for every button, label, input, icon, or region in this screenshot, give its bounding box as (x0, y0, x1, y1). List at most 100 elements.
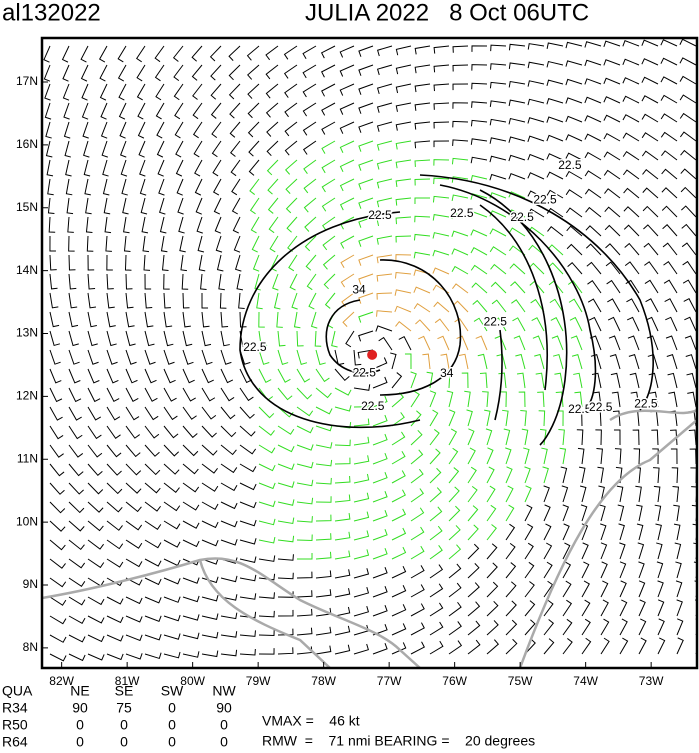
wind-barb (372, 566, 388, 579)
wind-barb (198, 254, 206, 272)
wind-barb (87, 482, 104, 495)
wind-barb (505, 542, 516, 560)
wind-barb (163, 633, 181, 640)
wind-barb (546, 97, 564, 105)
wind-barb (668, 391, 678, 408)
wind-barb (277, 425, 295, 435)
table-cell: NE (70, 683, 89, 699)
wind-barb (106, 349, 118, 365)
wind-barb (391, 546, 407, 560)
wind-barb (676, 618, 684, 636)
wind-barb (267, 178, 279, 195)
wind-barb (509, 263, 526, 275)
wind-barb (182, 425, 198, 439)
wind-barb (99, 83, 108, 101)
wind-barb (315, 551, 332, 560)
wind-barb (291, 292, 298, 310)
wind-barb (546, 42, 564, 49)
vmax: VMAX = 46 kt (262, 713, 360, 729)
wind-barb (182, 330, 193, 347)
wind-barb (182, 632, 200, 640)
wind-barb (49, 539, 66, 551)
wind-barb (159, 216, 167, 234)
wind-barb (454, 317, 469, 332)
wind-barb (566, 243, 583, 256)
wind-barb (467, 639, 481, 655)
wind-barb (372, 643, 388, 655)
wind-barb (196, 216, 203, 234)
wind-barb (358, 140, 374, 152)
wind-barb (62, 83, 70, 101)
wind-barb (211, 140, 222, 158)
wind-barb (125, 653, 143, 660)
wind-barb (353, 492, 370, 503)
wind-barb (68, 349, 80, 365)
wind-barb (138, 140, 146, 158)
wind-barb (641, 39, 659, 47)
wind-barb (376, 121, 393, 132)
wind-barb (680, 186, 697, 199)
wind-barb (47, 178, 54, 196)
wind-barb (622, 169, 640, 180)
wind-barb (358, 121, 374, 133)
wind-barb (163, 292, 171, 309)
wind-barb (391, 489, 406, 503)
wind-barb (49, 235, 56, 252)
wind-barb (391, 412, 405, 427)
table-cell: SW (161, 683, 184, 699)
wind-barb (49, 577, 67, 588)
wind-barb (651, 429, 659, 446)
wind-barb (410, 390, 420, 408)
wind-barb (490, 44, 507, 52)
wind-barb (543, 599, 554, 617)
wind-barb (358, 64, 374, 76)
table-cell: R64 (2, 734, 28, 750)
wind-barb (513, 335, 526, 351)
lon-label: 79W (246, 674, 271, 688)
wind-barb (49, 520, 66, 532)
wind-barb (277, 499, 295, 506)
wind-barb (493, 317, 507, 332)
wind-barb (125, 368, 138, 384)
wind-barb (251, 235, 260, 253)
wind-barb (284, 140, 298, 156)
wind-barb (277, 535, 295, 543)
wind-barb (315, 477, 332, 485)
wind-barb (68, 273, 77, 290)
wind-barb (486, 524, 497, 541)
wind-barb (118, 102, 127, 120)
contour-label: 22.5 (484, 314, 508, 328)
wind-barb (334, 625, 351, 636)
wind-barb (642, 187, 659, 199)
wind-barb (588, 316, 602, 332)
wind-barb (391, 527, 407, 541)
wind-barb (448, 621, 462, 636)
wind-barb (448, 525, 461, 541)
wind-barb (192, 121, 203, 139)
wind-barb (433, 301, 450, 313)
wind-barb (529, 280, 545, 294)
wind-barb (44, 83, 51, 101)
wind-barb (562, 561, 572, 579)
lon-label: 74W (573, 674, 598, 688)
table-cell: 0 (168, 700, 176, 716)
wind-barb (182, 595, 200, 603)
wind-barb (410, 429, 423, 446)
wind-barb (486, 581, 499, 598)
wind-barb (106, 444, 122, 458)
wind-barb (630, 391, 640, 408)
wind-barb (49, 292, 59, 309)
wind-barb (617, 504, 625, 522)
wind-barb (570, 335, 583, 351)
wind-barb (293, 311, 301, 329)
wind-barb (87, 463, 103, 477)
wind-barb (505, 581, 517, 598)
wind-barb (657, 580, 664, 598)
wind-barb (308, 292, 317, 310)
wind-barb (68, 463, 84, 477)
wind-barb (334, 513, 351, 522)
wind-barb (283, 45, 298, 60)
wind-barb (87, 330, 98, 347)
wind-barb (375, 325, 393, 332)
wind-barb (562, 523, 570, 541)
